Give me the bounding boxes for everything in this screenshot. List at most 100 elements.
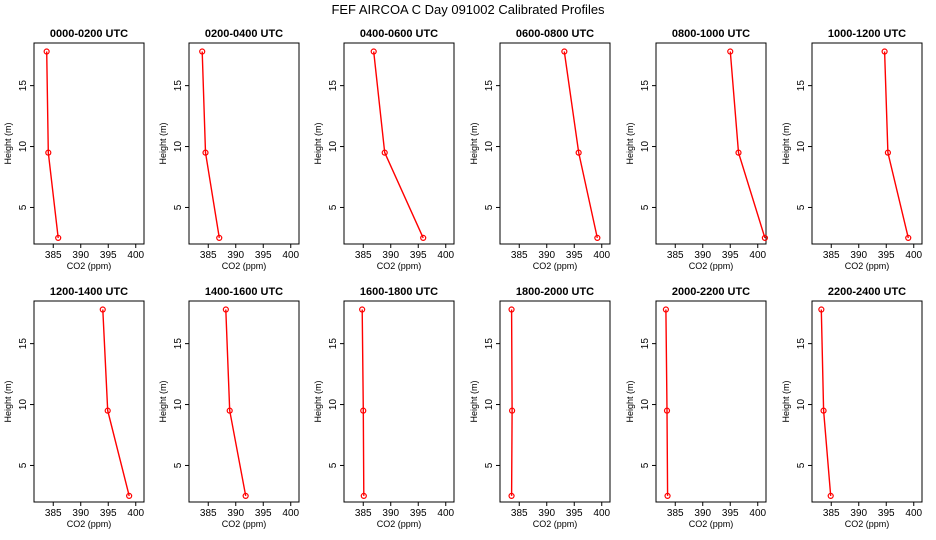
x-tick-label: 400 [437, 250, 454, 261]
plot-frame [188, 42, 300, 245]
y-tick-label: 10 [640, 141, 651, 153]
data-point [45, 149, 52, 156]
profile-line [665, 309, 669, 496]
plot-frame [188, 300, 300, 503]
data-point [370, 48, 377, 55]
y-tick-label: 15 [484, 80, 495, 92]
x-tick-label: 400 [127, 508, 144, 519]
panel-title: 2200-2400 UTC [828, 286, 906, 298]
panel-8: 1400-1600 UTC 385 390 395 400 5 10 15 CO2 (ppm) H… [158, 286, 300, 529]
data-point [664, 492, 671, 500]
panel-title: 1200-1400 UTC [50, 286, 128, 298]
y-tick-label: 5 [18, 462, 29, 468]
data-point [226, 407, 233, 414]
x-axis-label: CO2 (ppm) [377, 261, 422, 271]
y-tick-label: 5 [796, 462, 807, 468]
x-tick-label: 395 [722, 508, 739, 519]
panel-title: 2000-2200 UTC [672, 286, 750, 298]
data-point [827, 492, 834, 500]
x-tick-label: 390 [72, 250, 89, 261]
y-tick-label: 15 [328, 338, 339, 350]
data-point [663, 407, 671, 414]
panel-title: 1400-1600 UTC [205, 286, 283, 298]
plot-frame [811, 300, 923, 503]
x-axis-label: CO2 (ppm) [533, 261, 578, 271]
panel-11: 2000-2200 UTC 385 390 395 400 5 10 15 CO2 (ppm) H… [625, 286, 767, 529]
panel-4: 0600-0800 UTC 385 390 395 400 5 10 15 CO2 (ppm) H… [469, 28, 611, 271]
panel-10: 1800-2000 UTC 385 390 395 400 5 10 15 CO2 (ppm) H… [469, 286, 611, 529]
profile-line [102, 309, 130, 497]
x-axis-label: CO2 (ppm) [222, 261, 267, 271]
y-tick-label: 15 [173, 338, 184, 350]
x-tick-label: 385 [667, 508, 684, 519]
x-tick-label: 385 [200, 508, 217, 519]
x-tick-label: 385 [511, 250, 528, 261]
data-point [761, 234, 769, 242]
data-point [881, 48, 888, 55]
y-tick-label: 15 [796, 338, 807, 350]
x-tick-label: 400 [749, 250, 766, 261]
y-tick-label: 15 [640, 80, 651, 92]
x-tick-label: 385 [355, 250, 372, 261]
x-tick-label: 395 [566, 250, 583, 261]
profile-line [563, 51, 598, 239]
x-axis-label: CO2 (ppm) [845, 261, 890, 271]
panel-title: 1000-1200 UTC [828, 28, 906, 40]
data-point [420, 234, 427, 242]
y-axis-label: Height (m) [158, 380, 168, 422]
panel-7: 1200-1400 UTC 385 390 395 400 5 10 15 CO2 (ppm) H… [3, 286, 145, 529]
x-axis-label: CO2 (ppm) [689, 519, 734, 529]
y-tick-label: 10 [796, 141, 807, 153]
y-tick-label: 15 [18, 80, 29, 92]
x-tick-label: 395 [878, 250, 895, 261]
x-tick-label: 385 [200, 250, 217, 261]
y-tick-label: 10 [328, 399, 339, 411]
panel-title: 1800-2000 UTC [516, 286, 594, 298]
x-tick-label: 395 [100, 508, 117, 519]
y-tick-label: 10 [484, 141, 495, 153]
data-point [594, 234, 601, 242]
y-axis-label: Height (m) [625, 380, 635, 422]
panel-1: 0000-0200 UTC 385 390 395 400 5 10 15 CO2 (ppm) H… [3, 28, 145, 271]
x-tick-label: 395 [878, 508, 895, 519]
x-axis-label: CO2 (ppm) [689, 261, 734, 271]
panel-2: 0200-0400 UTC 385 390 395 400 5 10 15 CO2 (ppm) H… [158, 28, 300, 271]
y-tick-label: 10 [173, 141, 184, 153]
x-tick-label: 390 [382, 250, 399, 261]
data-point [216, 234, 223, 242]
data-point [104, 407, 111, 414]
y-tick-label: 15 [328, 80, 339, 92]
y-axis-label: Height (m) [781, 122, 791, 164]
y-tick-label: 5 [328, 462, 339, 468]
plot-frame [811, 42, 923, 245]
x-tick-label: 395 [410, 508, 427, 519]
plot-frame [33, 42, 145, 245]
data-point [202, 149, 209, 156]
x-tick-label: 400 [282, 250, 299, 261]
x-tick-label: 395 [410, 250, 427, 261]
x-tick-label: 385 [45, 250, 62, 261]
data-point [662, 306, 670, 313]
data-point [818, 306, 825, 313]
panel-title: 1600-1800 UTC [360, 286, 438, 298]
y-tick-label: 10 [18, 399, 29, 411]
y-tick-label: 10 [484, 399, 495, 411]
y-tick-label: 5 [484, 204, 495, 210]
data-point [360, 407, 367, 414]
y-tick-label: 5 [484, 462, 495, 468]
x-tick-label: 395 [255, 508, 272, 519]
profile-line [729, 51, 766, 239]
profile-line [883, 51, 909, 239]
y-tick-label: 5 [796, 204, 807, 210]
x-tick-label: 385 [511, 508, 528, 519]
data-point [820, 407, 827, 414]
y-axis-label: Height (m) [469, 380, 479, 422]
x-tick-label: 385 [823, 250, 840, 261]
y-tick-label: 15 [640, 338, 651, 350]
data-point [508, 407, 516, 414]
data-point [884, 149, 892, 156]
x-tick-label: 395 [566, 508, 583, 519]
x-tick-label: 400 [593, 250, 610, 261]
data-point [359, 306, 366, 313]
x-tick-label: 400 [593, 508, 610, 519]
